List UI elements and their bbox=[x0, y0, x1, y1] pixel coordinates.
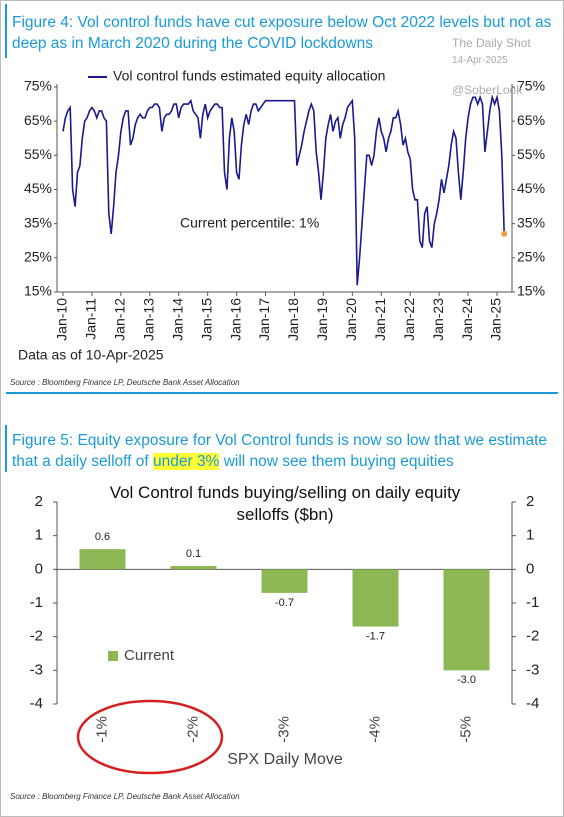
x-tick-label: Jan-22 bbox=[401, 298, 417, 341]
y2-tick-label: 65% bbox=[517, 112, 545, 128]
x-tick-label: Jan-11 bbox=[83, 298, 99, 340]
legend-swatch bbox=[108, 651, 118, 661]
x-tick-label: -5% bbox=[457, 716, 474, 743]
note: Data as of 10-Apr-2025 bbox=[18, 347, 164, 363]
watermark: @SoberLook bbox=[452, 83, 523, 97]
y-tick-label: 35% bbox=[24, 214, 52, 230]
x-tick-label: Jan-23 bbox=[430, 298, 446, 341]
y2-tick-label: 0 bbox=[526, 560, 534, 577]
y2-tick-label: 25% bbox=[517, 249, 545, 265]
bar bbox=[261, 569, 308, 593]
bar bbox=[170, 565, 217, 570]
x-tick-label: Jan-13 bbox=[141, 298, 157, 341]
y2-tick-label: 2 bbox=[526, 493, 534, 510]
y-tick-label: -1 bbox=[30, 594, 43, 611]
title-highlight: under 3% bbox=[153, 453, 220, 470]
figure-title: Figure 5: Equity exposure for Vol Contro… bbox=[6, 430, 557, 472]
watermark: The Daily Shot bbox=[452, 36, 531, 50]
title-text: Figure 5: Equity exposure for Vol Contro… bbox=[12, 432, 548, 470]
y2-tick-label: 75% bbox=[517, 78, 545, 94]
annotation: Current percentile: 1% bbox=[180, 215, 319, 231]
y-tick-label: -4 bbox=[30, 695, 43, 712]
value-label: -1.7 bbox=[366, 630, 385, 642]
y-tick-label: 2 bbox=[35, 493, 43, 510]
y-tick-label: 0 bbox=[35, 560, 43, 577]
bar bbox=[352, 569, 399, 627]
y2-tick-label: 1 bbox=[526, 527, 534, 544]
y-tick-label: -3 bbox=[30, 661, 43, 678]
x-tick-label: Jan-17 bbox=[256, 298, 272, 341]
y-tick-label: 1 bbox=[35, 527, 43, 544]
x-tick-label: -2% bbox=[184, 716, 201, 743]
x-tick-label: Jan-20 bbox=[343, 298, 359, 341]
x-tick-label: -4% bbox=[366, 716, 383, 743]
bar bbox=[79, 549, 126, 570]
x-tick-label: Jan-21 bbox=[372, 298, 388, 341]
y-tick-label: 45% bbox=[24, 180, 52, 196]
x-tick-label: Jan-19 bbox=[314, 298, 330, 341]
y-tick-label: -2 bbox=[30, 628, 43, 645]
source: Source : Bloomberg Finance LP, Deutsche … bbox=[10, 378, 240, 387]
y-tick-label: 75% bbox=[24, 78, 52, 94]
y2-tick-label: -1 bbox=[526, 594, 539, 611]
x-tick-label: Jan-15 bbox=[198, 298, 214, 341]
y-tick-label: 25% bbox=[24, 249, 52, 265]
y-tick-label: 55% bbox=[24, 146, 52, 162]
y2-tick-label: -3 bbox=[526, 661, 539, 678]
value-label: -0.7 bbox=[275, 597, 294, 609]
y2-tick-label: -2 bbox=[526, 628, 539, 645]
legend-label: Vol control funds estimated equity alloc… bbox=[113, 68, 385, 84]
x-tick-label: Jan-24 bbox=[459, 298, 475, 341]
x-tick-label: Jan-16 bbox=[227, 298, 243, 341]
x-tick-label: -3% bbox=[275, 716, 292, 743]
y2-tick-label: 45% bbox=[517, 180, 545, 196]
y2-tick-label: 35% bbox=[517, 214, 545, 230]
watermark: 14-Apr-2025 bbox=[452, 55, 508, 66]
x-tick-label: Jan-10 bbox=[54, 298, 70, 341]
current-marker bbox=[501, 230, 508, 237]
value-label: -3.0 bbox=[457, 674, 476, 686]
x-axis-label: SPX Daily Move bbox=[227, 751, 343, 768]
title-text: will now see them buying equities bbox=[219, 453, 454, 470]
x-tick-label: Jan-25 bbox=[488, 298, 504, 341]
y2-tick-label: 15% bbox=[517, 283, 545, 299]
data-line bbox=[62, 94, 505, 286]
chart-title: Vol Control funds buying/selling on dail… bbox=[109, 483, 461, 524]
y-tick-label: 15% bbox=[24, 283, 52, 299]
y2-tick-label: -4 bbox=[526, 695, 539, 712]
x-tick-label: Jan-12 bbox=[112, 298, 128, 341]
value-label: 0.1 bbox=[186, 548, 201, 560]
value-label: 0.6 bbox=[95, 531, 110, 543]
y2-tick-label: 55% bbox=[517, 146, 545, 162]
x-tick-label: Jan-18 bbox=[285, 298, 301, 341]
bar bbox=[443, 569, 490, 671]
legend-label: Current bbox=[124, 647, 175, 664]
figure-title: Figure 4: Vol control funds have cut exp… bbox=[12, 14, 552, 52]
source: Source : Bloomberg Finance LP, Deutsche … bbox=[10, 792, 240, 801]
y-tick-label: 65% bbox=[24, 112, 52, 128]
x-tick-label: Jan-14 bbox=[169, 298, 185, 341]
x-tick-label: -1% bbox=[93, 716, 110, 743]
highlight-ellipse bbox=[76, 699, 224, 775]
